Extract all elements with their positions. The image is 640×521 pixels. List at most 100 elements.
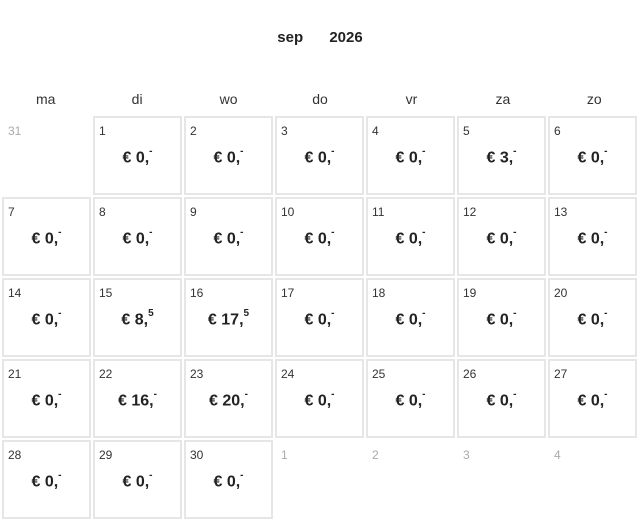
calendar-day[interactable]: 18 € 0,- xyxy=(366,278,455,357)
calendar-day[interactable]: 6 € 0,- xyxy=(548,116,637,195)
calendar-day[interactable]: 1 € 0,- xyxy=(93,116,182,195)
currency-symbol: € xyxy=(395,149,405,167)
calendar-day[interactable]: 10 € 0,- xyxy=(275,197,364,276)
day-number: 1 xyxy=(281,448,288,462)
calendar-day[interactable]: 27 € 0,- xyxy=(548,359,637,438)
amount-whole: 0, xyxy=(44,473,59,491)
currency-symbol: € xyxy=(122,149,132,167)
calendar-day[interactable]: 23 € 20,- xyxy=(184,359,273,438)
day-amount: € 0,- xyxy=(368,146,453,167)
day-amount: € 0,- xyxy=(4,389,89,410)
amount-cents: - xyxy=(149,470,153,481)
day-amount: € 0,- xyxy=(550,227,635,248)
calendar-day[interactable]: 29 € 0,- xyxy=(93,440,182,519)
calendar-day[interactable]: 26 € 0,- xyxy=(457,359,546,438)
calendar-day[interactable]: 19 € 0,- xyxy=(457,278,546,357)
amount-whole: 0, xyxy=(499,230,514,248)
amount-whole: 0, xyxy=(44,392,59,410)
amount-whole: 0, xyxy=(408,149,423,167)
calendar-day[interactable]: 17 € 0,- xyxy=(275,278,364,357)
currency-symbol: € xyxy=(31,392,41,410)
calendar-day-other-month: 2 xyxy=(366,440,455,519)
day-amount: € 0,- xyxy=(550,146,635,167)
day-amount: € 17,5 xyxy=(186,308,271,329)
amount-whole: 0, xyxy=(590,311,605,329)
calendar-day[interactable]: 11 € 0,- xyxy=(366,197,455,276)
currency-symbol: € xyxy=(577,149,587,167)
day-number: 16 xyxy=(190,286,204,300)
currency-symbol: € xyxy=(209,392,218,410)
day-number: 18 xyxy=(372,286,386,300)
calendar-day[interactable]: 13 € 0,- xyxy=(548,197,637,276)
calendar-day[interactable]: 3 € 0,- xyxy=(275,116,364,195)
weekday-label: do xyxy=(312,91,328,107)
currency-symbol: € xyxy=(213,230,223,248)
amount-whole: 0, xyxy=(499,392,514,410)
calendar-day[interactable]: 20 € 0,- xyxy=(548,278,637,357)
calendar-day[interactable]: 28 € 0,- xyxy=(2,440,91,519)
amount-cents: - xyxy=(240,146,244,157)
day-number: 17 xyxy=(281,286,295,300)
calendar-day[interactable]: 14 € 0,- xyxy=(2,278,91,357)
calendar-day[interactable]: 9 € 0,- xyxy=(184,197,273,276)
amount-whole: 0, xyxy=(408,311,423,329)
day-amount: € 0,- xyxy=(95,227,180,248)
day-number: 3 xyxy=(281,124,288,138)
calendar-day[interactable]: 2 € 0,- xyxy=(184,116,273,195)
currency-symbol: € xyxy=(577,392,587,410)
day-amount: € 0,- xyxy=(95,146,180,167)
calendar-day[interactable]: 30 € 0,- xyxy=(184,440,273,519)
calendar-day[interactable]: 16 € 17,5 xyxy=(184,278,273,357)
day-number: 26 xyxy=(463,367,477,381)
day-number: 20 xyxy=(554,286,568,300)
amount-whole: 0, xyxy=(317,230,332,248)
calendar-day[interactable]: 15 € 8,5 xyxy=(93,278,182,357)
calendar-day[interactable]: 24 € 0,- xyxy=(275,359,364,438)
day-amount: € 0,- xyxy=(277,389,362,410)
day-number: 22 xyxy=(99,367,113,381)
calendar-day[interactable]: 21 € 0,- xyxy=(2,359,91,438)
amount-whole: 0, xyxy=(226,230,241,248)
calendar-day[interactable]: 25 € 0,- xyxy=(366,359,455,438)
currency-symbol: € xyxy=(486,392,496,410)
day-amount: € 0,- xyxy=(277,146,362,167)
calendar-day[interactable]: 7 € 0,- xyxy=(2,197,91,276)
calendar-day[interactable]: 4 € 0,- xyxy=(366,116,455,195)
calendar-day[interactable]: 5 € 3,- xyxy=(457,116,546,195)
calendar-day[interactable]: 12 € 0,- xyxy=(457,197,546,276)
day-number: 15 xyxy=(99,286,113,300)
amount-whole: 17, xyxy=(221,311,244,329)
day-number: 11 xyxy=(372,205,385,219)
day-number: 14 xyxy=(8,286,22,300)
amount-cents: - xyxy=(331,146,335,157)
day-number: 21 xyxy=(8,367,22,381)
calendar-day[interactable]: 22 € 16,- xyxy=(93,359,182,438)
amount-cents: 5 xyxy=(243,308,250,319)
amount-whole: 0, xyxy=(226,473,241,491)
amount-cents: - xyxy=(513,146,517,157)
calendar-day[interactable]: 8 € 0,- xyxy=(93,197,182,276)
weekday-label: vr xyxy=(405,91,418,107)
currency-symbol: € xyxy=(486,230,496,248)
day-amount: € 0,- xyxy=(186,146,271,167)
amount-cents: - xyxy=(58,389,62,400)
day-number: 12 xyxy=(463,205,477,219)
currency-symbol: € xyxy=(122,230,132,248)
currency-symbol: € xyxy=(121,311,131,329)
currency-symbol: € xyxy=(304,149,314,167)
day-amount: € 0,- xyxy=(368,227,453,248)
weekday-label: di xyxy=(131,91,143,107)
amount-whole: 0, xyxy=(408,392,423,410)
day-number: 19 xyxy=(463,286,477,300)
currency-symbol: € xyxy=(122,473,132,491)
currency-symbol: € xyxy=(304,311,314,329)
amount-whole: 0, xyxy=(317,392,332,410)
amount-cents: - xyxy=(244,389,248,400)
month-label: sep xyxy=(277,29,304,46)
amount-whole: 0, xyxy=(408,230,423,248)
day-amount: € 16,- xyxy=(95,389,180,410)
currency-symbol: € xyxy=(577,311,587,329)
weekday-label: za xyxy=(495,91,511,107)
day-number: 28 xyxy=(8,448,22,462)
day-amount: € 0,- xyxy=(277,308,362,329)
